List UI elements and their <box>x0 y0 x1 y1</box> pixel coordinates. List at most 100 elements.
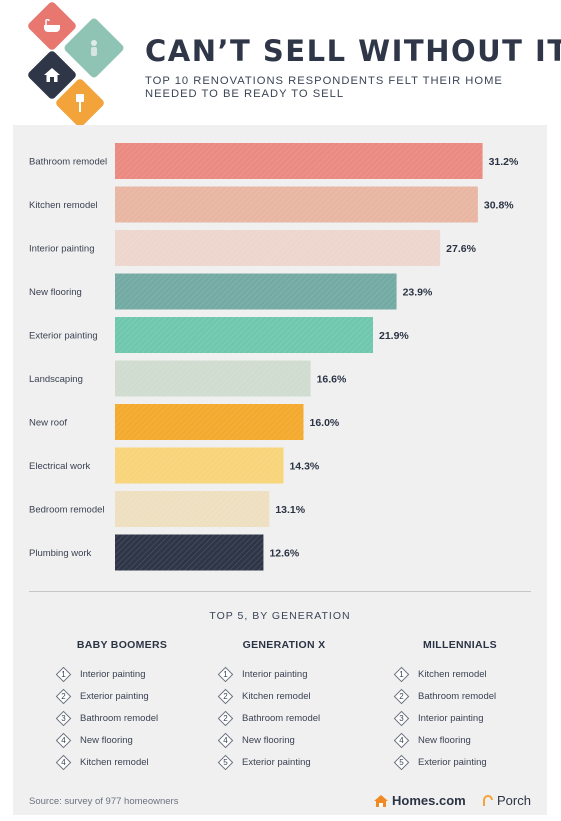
bar-hatch <box>115 404 304 440</box>
list-item-label: Interior painting <box>418 712 484 724</box>
bar-hatch <box>115 273 397 310</box>
list-item-label: Kitchen remodel <box>242 690 311 702</box>
rank-badge: 5 <box>219 756 232 769</box>
generation-heading: MILLENNIALS <box>423 639 497 651</box>
list-item-label: Bathroom remodel <box>418 690 497 702</box>
list-item-label: Exterior painting <box>418 756 487 768</box>
brush-tile <box>54 77 106 129</box>
house-icon <box>44 68 60 82</box>
value-label: 13.1% <box>275 504 305 516</box>
generation-heading: GENERATION X <box>242 639 326 651</box>
generation-column-millennials: MILLENNIALS 1 Kitchen remodel 2 Bathroom r… <box>395 639 525 773</box>
generation-heading: BABY BOOMERS <box>76 639 168 651</box>
list-item-label: New flooring <box>242 734 295 746</box>
category-label: Bedroom remodel <box>29 505 105 516</box>
list-item: 3 Interior painting <box>395 707 525 729</box>
list-item-label: Interior painting <box>80 668 146 680</box>
list-item: 4 Kitchen remodel <box>57 751 187 773</box>
list-item: 4 New flooring <box>219 729 349 751</box>
bar-chart: Bathroom remodel 31.2% Kitchen remodel 30.8… <box>29 143 519 571</box>
rank-badge: 2 <box>57 690 70 703</box>
bar-hatch <box>115 317 374 353</box>
bathtub-icon <box>44 19 60 32</box>
list-item: 2 Kitchen remodel <box>219 685 349 707</box>
category-label: Electrical work <box>29 461 90 472</box>
list-item-label: Exterior painting <box>242 756 311 768</box>
page-title: CAN’T SELL WITHOUT IT <box>145 34 561 68</box>
list-item-label: New flooring <box>418 734 471 746</box>
divider <box>29 591 531 592</box>
value-label: 27.6% <box>446 243 476 255</box>
porch-logo[interactable]: Porch <box>483 793 531 808</box>
bar-hatch <box>115 534 264 571</box>
list-item: 5 Exterior painting <box>395 751 525 773</box>
list-item: 2 Bathroom remodel <box>395 685 525 707</box>
rank-badge: 5 <box>395 756 408 769</box>
bar-hatch <box>115 230 441 266</box>
rank-badge: 4 <box>395 734 408 747</box>
value-label: 12.6% <box>269 548 299 560</box>
rank-badge: 2 <box>219 690 232 703</box>
chart-panel: Bathroom remodel 31.2% Kitchen remodel 30.8… <box>13 125 547 815</box>
source-note: Source: survey of 977 homeowners <box>29 796 179 807</box>
bar-hatch <box>115 143 483 179</box>
value-label: 31.2% <box>489 156 519 168</box>
list-item: 1 Kitchen remodel <box>395 663 525 685</box>
homes-logo-icon <box>374 794 388 807</box>
header: CAN’T SELL WITHOUT IT TOP 10 RENOVATIONS… <box>0 0 561 129</box>
list-item-label: Exterior painting <box>80 690 149 702</box>
bar-hatch <box>115 491 270 527</box>
photo-tile <box>62 16 126 80</box>
list-item-label: Kitchen remodel <box>80 756 149 768</box>
value-label: 16.6% <box>317 374 347 386</box>
person-painting-icon <box>91 40 97 56</box>
list-item: 5 Exterior painting <box>219 751 349 773</box>
category-label: Bathroom remodel <box>29 157 107 168</box>
value-label: 30.8% <box>484 200 514 212</box>
value-label: 14.3% <box>289 461 319 473</box>
rank-badge: 1 <box>395 668 408 681</box>
homes-com-logo[interactable]: Homes.com <box>373 793 466 808</box>
list-item-label: Bathroom remodel <box>80 712 159 724</box>
category-label: Plumbing work <box>29 548 92 559</box>
rank-badge: 3 <box>57 712 70 725</box>
rank-badge: 4 <box>57 734 70 747</box>
value-label: 16.0% <box>310 417 340 429</box>
generation-title: TOP 5, BY GENERATION <box>209 610 351 622</box>
rank-badge: 3 <box>395 712 408 725</box>
list-item-label: New flooring <box>80 734 133 746</box>
list-item-label: Kitchen remodel <box>418 668 487 680</box>
list-item: 2 Bathroom remodel <box>219 707 349 729</box>
page-subtitle: TOP 10 RENOVATIONS RESPONDENTS FELT THEI… <box>145 75 503 100</box>
homes-logo-text: Homes.com <box>392 793 466 808</box>
list-item: 1 Interior painting <box>57 663 187 685</box>
list-item-label: Bathroom remodel <box>242 712 321 724</box>
category-label: Interior painting <box>29 244 94 255</box>
porch-logo-icon <box>483 794 493 806</box>
value-label: 21.9% <box>379 330 409 342</box>
house-tile <box>26 49 78 101</box>
rank-badge: 1 <box>57 668 70 681</box>
list-item: 4 New flooring <box>395 729 525 751</box>
rank-badge: 4 <box>219 734 232 747</box>
rank-badge: 2 <box>219 712 232 725</box>
generation-column-generation-x: GENERATION X 1 Interior painting 2 Kitchen… <box>219 639 349 773</box>
list-item-label: Interior painting <box>242 668 308 680</box>
rank-badge: 2 <box>395 690 408 703</box>
list-item: 1 Interior painting <box>219 663 349 685</box>
category-label: Kitchen remodel <box>29 200 98 211</box>
category-label: Exterior painting <box>29 331 98 342</box>
category-label: Landscaping <box>29 374 83 385</box>
list-item: 4 New flooring <box>57 729 187 751</box>
rank-badge: 1 <box>219 668 232 681</box>
bar-hatch <box>115 360 311 397</box>
rank-badge: 4 <box>57 756 70 769</box>
category-label: New roof <box>29 418 67 429</box>
list-item: 2 Exterior painting <box>57 685 187 707</box>
paint-brush-icon <box>76 94 84 112</box>
bar-hatch <box>115 447 284 484</box>
value-label: 23.9% <box>403 287 433 299</box>
bar-hatch <box>115 186 478 223</box>
list-item: 3 Bathroom remodel <box>57 707 187 729</box>
porch-logo-text: Porch <box>497 793 531 808</box>
